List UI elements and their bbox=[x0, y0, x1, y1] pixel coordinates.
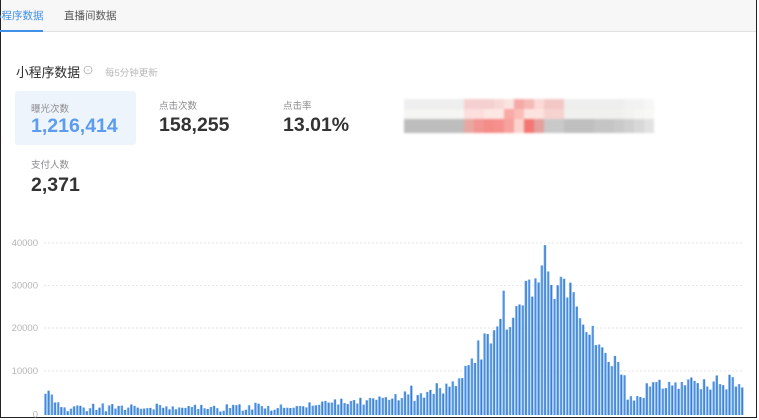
svg-text:40000: 40000 bbox=[12, 238, 38, 249]
svg-text:0: 0 bbox=[33, 410, 38, 420]
svg-text:30000: 30000 bbox=[12, 281, 38, 292]
svg-text:20000: 20000 bbox=[12, 323, 38, 334]
svg-text:10000: 10000 bbox=[12, 366, 38, 377]
